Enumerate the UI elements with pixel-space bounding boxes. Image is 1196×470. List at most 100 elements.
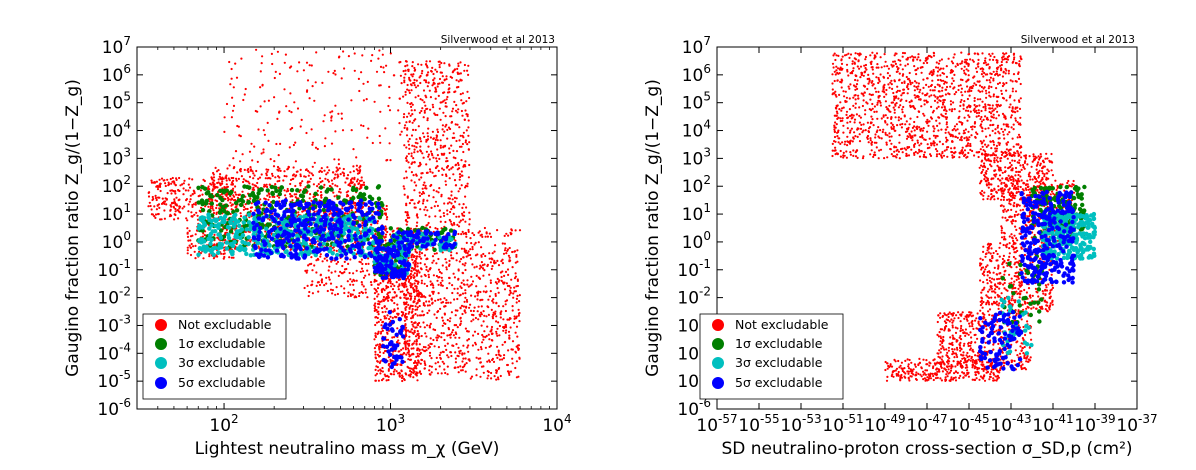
point bbox=[375, 308, 378, 312]
point bbox=[388, 96, 391, 99]
point bbox=[457, 366, 460, 369]
point bbox=[395, 281, 398, 284]
point bbox=[410, 275, 413, 278]
point bbox=[202, 232, 205, 235]
point bbox=[330, 115, 333, 118]
point bbox=[319, 274, 322, 277]
point bbox=[517, 375, 520, 378]
point bbox=[452, 272, 455, 275]
point bbox=[509, 326, 512, 329]
point bbox=[497, 305, 500, 308]
point bbox=[231, 96, 234, 99]
point bbox=[163, 209, 166, 212]
point bbox=[484, 346, 487, 349]
point bbox=[252, 186, 255, 190]
point bbox=[511, 340, 515, 343]
point bbox=[154, 194, 157, 197]
point bbox=[301, 180, 304, 183]
point bbox=[293, 101, 296, 104]
point bbox=[464, 357, 467, 360]
point bbox=[478, 313, 481, 316]
point bbox=[240, 239, 245, 245]
point bbox=[237, 223, 242, 228]
point bbox=[361, 291, 364, 295]
point bbox=[404, 90, 407, 94]
point bbox=[428, 168, 432, 171]
point bbox=[376, 196, 382, 201]
point bbox=[163, 217, 166, 220]
point bbox=[417, 355, 420, 358]
point bbox=[198, 209, 201, 212]
point bbox=[264, 198, 267, 201]
point bbox=[467, 73, 470, 76]
point bbox=[207, 209, 212, 214]
point bbox=[427, 194, 431, 197]
point bbox=[421, 310, 424, 313]
point bbox=[361, 54, 364, 57]
point bbox=[441, 350, 444, 353]
point bbox=[340, 77, 343, 80]
point bbox=[396, 303, 399, 306]
point bbox=[409, 358, 412, 361]
point bbox=[397, 313, 400, 316]
point bbox=[448, 87, 451, 90]
point bbox=[309, 242, 312, 245]
point bbox=[437, 298, 440, 301]
point bbox=[495, 302, 498, 305]
point bbox=[315, 284, 318, 287]
point bbox=[202, 257, 205, 260]
point bbox=[455, 259, 458, 262]
point bbox=[511, 305, 514, 308]
point bbox=[225, 179, 228, 182]
point bbox=[435, 252, 438, 255]
point bbox=[153, 181, 156, 184]
point bbox=[298, 182, 302, 185]
point bbox=[210, 246, 215, 252]
point bbox=[355, 296, 358, 299]
point bbox=[422, 345, 425, 349]
point bbox=[319, 169, 322, 172]
point bbox=[375, 344, 378, 347]
point bbox=[341, 272, 344, 275]
point bbox=[242, 184, 247, 189]
point bbox=[391, 336, 394, 339]
point bbox=[374, 368, 377, 371]
point bbox=[501, 270, 504, 273]
point bbox=[427, 276, 430, 279]
point bbox=[242, 178, 245, 181]
point bbox=[355, 253, 358, 256]
point bbox=[437, 94, 440, 97]
point bbox=[405, 318, 408, 321]
point bbox=[184, 189, 187, 192]
point bbox=[300, 118, 303, 121]
point bbox=[481, 341, 484, 344]
point bbox=[420, 275, 423, 278]
point bbox=[351, 293, 354, 296]
point bbox=[426, 304, 429, 307]
point bbox=[289, 128, 292, 131]
point bbox=[485, 290, 488, 293]
point bbox=[398, 350, 401, 353]
point bbox=[449, 210, 452, 214]
point bbox=[518, 229, 522, 232]
point bbox=[414, 308, 417, 311]
point bbox=[273, 76, 276, 80]
point bbox=[459, 316, 462, 319]
point bbox=[447, 356, 450, 359]
point bbox=[440, 61, 443, 65]
point bbox=[406, 83, 409, 87]
point bbox=[463, 118, 466, 121]
point bbox=[334, 270, 337, 273]
point bbox=[380, 300, 383, 303]
point bbox=[228, 242, 233, 247]
point bbox=[382, 295, 385, 299]
point bbox=[512, 292, 515, 295]
point bbox=[412, 325, 415, 328]
point bbox=[498, 358, 501, 361]
point bbox=[210, 177, 213, 180]
point bbox=[373, 287, 376, 290]
point bbox=[343, 271, 346, 274]
point bbox=[446, 342, 449, 345]
point bbox=[509, 259, 512, 262]
point bbox=[409, 227, 412, 230]
